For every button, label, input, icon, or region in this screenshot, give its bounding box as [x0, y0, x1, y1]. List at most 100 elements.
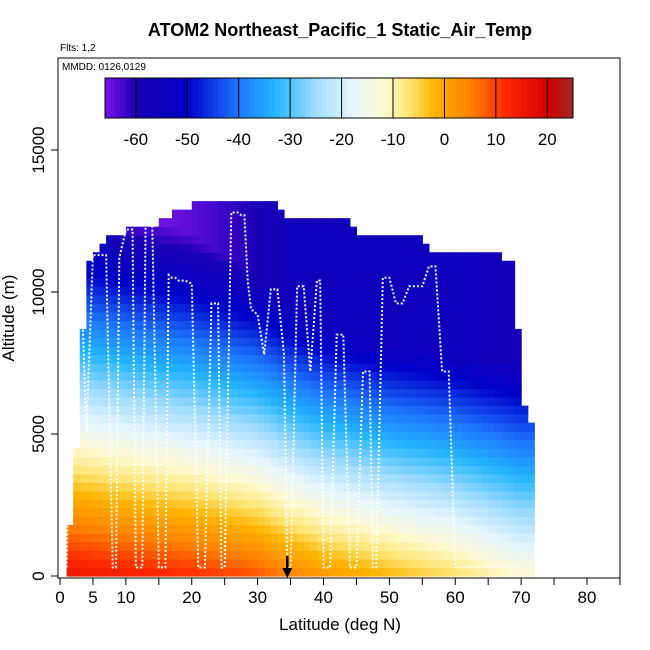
heatmap-cell: [290, 320, 298, 330]
heatmap-cell: [501, 277, 509, 287]
colorbar-swatch: [259, 78, 265, 118]
heatmap-cell: [316, 567, 325, 577]
heatmap-cell: [316, 269, 325, 279]
heatmap-cell: [297, 431, 305, 441]
heatmap-cell: [139, 541, 147, 552]
heatmap-cell: [376, 252, 384, 262]
colorbar-swatch: [177, 78, 183, 118]
heatmap-cell: [468, 388, 476, 398]
heatmap-cell: [363, 567, 371, 577]
heatmap-cell: [73, 507, 81, 517]
heatmap-cell: [283, 354, 292, 364]
heatmap-cell: [488, 567, 496, 577]
heatmap-cell: [257, 294, 265, 304]
heatmap-cell: [270, 414, 278, 424]
heatmap-cell: [323, 490, 331, 500]
heatmap-cell: [336, 303, 344, 313]
heatmap-cell: [521, 558, 529, 569]
heatmap-cell: [231, 482, 239, 492]
heatmap-cell: [211, 345, 219, 356]
heatmap-cell: [86, 567, 94, 577]
heatmap-cell: [125, 328, 134, 339]
heatmap-cell: [112, 431, 120, 441]
heatmap-cell: [244, 345, 252, 356]
heatmap-cell: [501, 405, 509, 415]
heatmap-cell: [264, 354, 272, 364]
heatmap-cell: [211, 490, 219, 500]
heatmap-cell: [165, 226, 173, 236]
heatmap-cell: [481, 260, 489, 270]
heatmap-cell: [112, 277, 120, 287]
heatmap-cell: [402, 277, 410, 287]
heatmap-cell: [343, 371, 351, 381]
heatmap-cell: [231, 524, 239, 534]
heatmap-cell: [428, 252, 437, 262]
heatmap-cell: [389, 456, 397, 466]
heatmap-cell: [494, 303, 502, 313]
heatmap-cell: [244, 337, 252, 347]
heatmap-cell: [99, 328, 107, 339]
heatmap-cell: [251, 209, 259, 219]
colorbar-swatch: [161, 78, 168, 118]
heatmap-cell: [198, 465, 206, 475]
heatmap-cell: [99, 490, 107, 500]
heatmap-cell: [132, 354, 140, 364]
heatmap-cell: [106, 482, 114, 492]
heatmap-cell: [264, 328, 272, 339]
heatmap-cell: [395, 567, 404, 577]
heatmap-cell: [461, 294, 470, 304]
heatmap-cell: [251, 490, 259, 500]
heatmap-cell: [283, 345, 292, 356]
heatmap-cell: [389, 235, 397, 245]
heatmap-cell: [251, 328, 259, 339]
heatmap-cell: [415, 490, 423, 500]
colorbar-swatch: [542, 78, 548, 118]
heatmap-cell: [290, 541, 298, 552]
heatmap-cell: [448, 439, 456, 449]
heatmap-cell: [237, 363, 246, 373]
heatmap-cell: [237, 524, 246, 534]
heatmap-cell: [145, 507, 153, 517]
heatmap-cell: [349, 507, 358, 517]
heatmap-cell: [270, 499, 278, 509]
heatmap-cell: [402, 431, 410, 441]
heatmap-cell: [231, 311, 239, 321]
heatmap-cell: [369, 507, 377, 517]
heatmap-cell: [435, 507, 443, 517]
heatmap-cell: [86, 490, 94, 500]
colorbar-swatch: [382, 78, 389, 118]
heatmap-cell: [237, 328, 246, 339]
heatmap-cell: [303, 405, 311, 415]
heatmap-cell: [336, 337, 344, 347]
heatmap-cell: [494, 380, 502, 390]
heatmap-cell: [389, 363, 397, 373]
heatmap-cell: [402, 550, 410, 560]
heatmap-cell: [316, 226, 325, 236]
heatmap-cell: [356, 294, 364, 304]
heatmap-cell: [297, 286, 305, 296]
heatmap-cell: [369, 533, 377, 543]
heatmap-cell: [92, 465, 101, 475]
heatmap-cell: [178, 252, 186, 262]
heatmap-cell: [409, 388, 417, 398]
heatmap-cell: [461, 311, 470, 321]
heatmap-cell: [211, 465, 219, 475]
heatmap-cell: [231, 235, 239, 245]
heatmap-cell: [389, 345, 397, 356]
heatmap-cell: [507, 473, 516, 483]
heatmap-cell: [481, 448, 489, 458]
heatmap-cell: [389, 524, 397, 534]
heatmap-cell: [125, 311, 134, 321]
heatmap-cell: [455, 371, 463, 381]
heatmap-cell: [455, 541, 463, 552]
heatmap-cell: [428, 422, 437, 432]
heatmap-cell: [99, 567, 107, 577]
heatmap-cell: [204, 269, 213, 279]
heatmap-cell: [303, 482, 311, 492]
heatmap-cell: [330, 260, 338, 270]
heatmap-cell: [389, 533, 397, 543]
heatmap-cell: [323, 550, 331, 560]
heatmap-cell: [448, 473, 456, 483]
heatmap-cell: [264, 541, 272, 552]
heatmap-cell: [501, 541, 509, 552]
